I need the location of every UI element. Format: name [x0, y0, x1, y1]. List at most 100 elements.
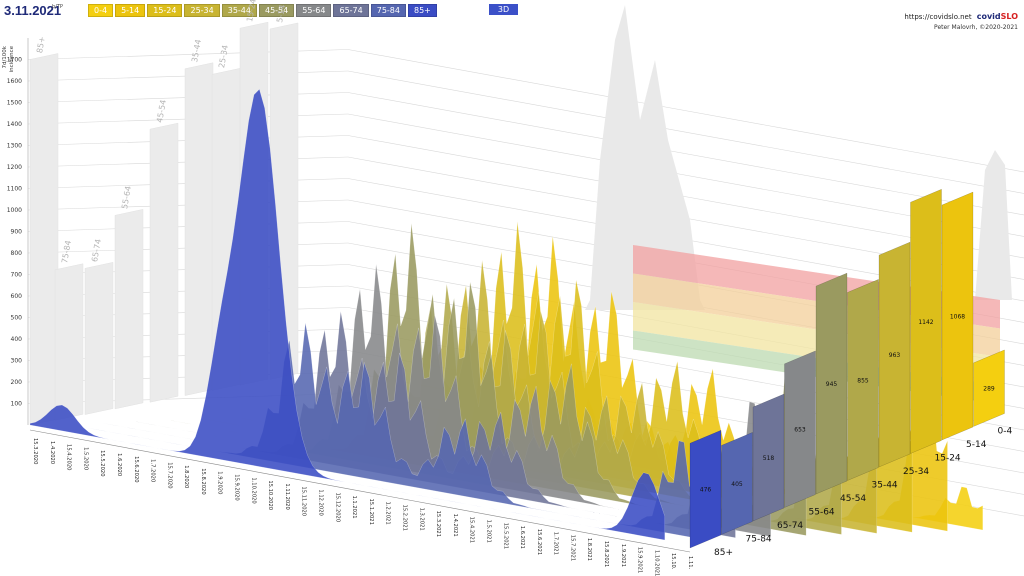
back-wall-bar — [29, 53, 59, 426]
back-wall-label: 35-44 — [190, 39, 203, 63]
legend-chip-35-44[interactable]: 35-44 — [221, 4, 257, 17]
x-tick-label: 1.1.2021 — [351, 495, 357, 518]
back-wall-label: 55-64 — [120, 185, 133, 209]
x-tick-label: 1.12.2020 — [318, 489, 324, 515]
x-tick-label: 1.5.2020 — [82, 447, 88, 470]
x-tick-label: 15.10.2020 — [267, 480, 273, 510]
x-tick-label: 1.5.2021 — [485, 520, 491, 543]
y-tick-label: 1700 — [7, 57, 22, 64]
back-wall-bar — [114, 209, 144, 410]
x-tick-label: 15.7.2021 — [569, 535, 575, 561]
front-bar-value: 653 — [794, 427, 806, 434]
legend-chip-85plus[interactable]: 85+ — [407, 4, 437, 17]
legend-chip-55-64[interactable]: 55-64 — [296, 4, 332, 17]
x-tick-label: 15.3.2020 — [32, 438, 38, 464]
back-wall-label: 25-34 — [217, 44, 230, 68]
back-wall-bar — [84, 262, 114, 415]
x-tick-label: 1.2.2021 — [385, 502, 391, 525]
y-tick-label: 200 — [11, 379, 23, 386]
chart-date: 3.11.2021 — [4, 3, 62, 18]
back-wall-bar — [149, 122, 179, 403]
front-bar-45-54 — [815, 272, 848, 495]
y-tick-label: 1400 — [7, 121, 22, 128]
front-bar-value: 1068 — [950, 314, 965, 321]
z-axis-label: 0-4 — [998, 427, 1013, 437]
back-wall-label: 5-14 — [275, 4, 287, 23]
x-tick-label: 1.10.2020 — [250, 477, 256, 503]
z-axis-label: 45-54 — [840, 494, 866, 504]
x-tick-label: 15.8.2021 — [603, 541, 609, 567]
y-axis: 100 200 300 400 500 600 700 800 900 1000 1100 1200 1… — [2, 38, 29, 425]
y-tick-label: 1300 — [7, 143, 22, 150]
x-tick-label: 15.8.2020 — [200, 468, 206, 494]
back-wall-label: 15-24 — [245, 0, 258, 23]
legend-chip-5-14[interactable]: 5-14 — [115, 4, 146, 17]
front-bar-value: 289 — [983, 386, 995, 393]
front-bar-75-84 — [721, 432, 753, 535]
front-bar-85+ — [689, 429, 722, 549]
x-tick-label: 15.5.2020 — [99, 450, 105, 476]
x-tick-label: 1.3.2021 — [418, 508, 424, 531]
legend-chip-65-74[interactable]: 65-74 — [333, 4, 369, 17]
x-tick-label: 15.11.2020 — [301, 486, 307, 516]
x-tick-label: 1.4.2021 — [452, 514, 458, 537]
legend-chip-45-54[interactable]: 45-54 — [258, 4, 295, 17]
y-tick-label: 600 — [11, 293, 23, 300]
z-axis-label: 85+ — [714, 548, 733, 558]
x-tick-label: 1.7.2021 — [553, 532, 559, 555]
z-axis: 85+ 75-84 65-74 55-64 45-54 35-44 25-34 15-24 5-… — [714, 427, 1012, 559]
x-tick-label: 15.6.2020 — [133, 456, 139, 482]
legend-chip-25-34[interactable]: 25-34 — [184, 4, 220, 17]
legend-chip-75-84[interactable]: 75-84 — [370, 4, 406, 17]
gridline-back — [347, 70, 1024, 194]
series-area-75-84 — [65, 322, 701, 540]
front-bar-15-24 — [910, 188, 942, 454]
x-tick-label: 1.8.2021 — [586, 538, 592, 561]
front-bar-65-74 — [752, 393, 785, 522]
y-axis-title: 7d/100k — [2, 45, 8, 68]
series-layers — [29, 88, 984, 541]
author-credit: Peter Malovrh, ©2020-2021 — [934, 24, 1018, 31]
y-tick-label: 100 — [11, 401, 23, 408]
z-axis-label: 35-44 — [872, 481, 898, 491]
front-bar-55-64 — [784, 350, 816, 508]
x-tick-label: 15.6.2021 — [536, 529, 542, 555]
back-wall-bar — [184, 62, 214, 396]
back-wall-label: 75-84 — [60, 240, 73, 264]
z-axis-label: 65-74 — [777, 521, 803, 531]
site-url[interactable]: https://covidslo.net — [904, 13, 972, 21]
age-group-legend: 0-4 5-14 15-24 25-34 35-44 45-54 55-64 6… — [88, 4, 437, 17]
y-tick-label: 500 — [11, 315, 23, 322]
y-tick-label: 300 — [11, 358, 23, 365]
x-tick-label: 15.4.2020 — [66, 444, 72, 470]
y-tick-label: 1500 — [7, 100, 22, 107]
legend-chip-15-24[interactable]: 15-24 — [147, 4, 183, 17]
x-tick-label: 15.9.2020 — [234, 474, 240, 500]
x-tick-label: 15.1.2021 — [368, 499, 374, 525]
back-wall-label: 85+ — [35, 36, 47, 54]
legend-chip-0-4[interactable]: 0-4 — [88, 4, 114, 17]
x-tick-label: 1.9.2021 — [620, 544, 626, 567]
x-tick-label: 15.3.2021 — [435, 511, 441, 537]
view-3d-button[interactable]: 3D — [489, 4, 518, 15]
x-tick-label: 15.12.2020 — [334, 492, 340, 522]
x-tick-label: 1.9.2020 — [217, 471, 223, 494]
front-bar-value: 405 — [731, 481, 743, 488]
x-tick-label: 1.6.2021 — [519, 526, 525, 549]
front-bar-value: 518 — [763, 455, 775, 462]
y-tick-label: 1000 — [7, 207, 22, 214]
back-wall-label: 45-54 — [155, 99, 168, 123]
x-tick-label: 1.11. — [687, 556, 693, 570]
x-tick-label: 15.10. — [670, 553, 676, 570]
date-note: b/TP — [52, 4, 63, 10]
brand-logo: covidSLO — [977, 12, 1018, 21]
gridline-left — [27, 49, 349, 60]
back-silhouette-right — [975, 150, 1012, 300]
z-axis-label: 15-24 — [935, 454, 961, 464]
x-tick-label: 15.9.2021 — [637, 547, 643, 573]
x-tick-label: 15.4.2021 — [469, 517, 475, 543]
z-axis-label: 75-84 — [746, 535, 772, 545]
x-tick-label: 1.6.2020 — [116, 453, 122, 476]
y-tick-label: 1100 — [7, 186, 22, 193]
